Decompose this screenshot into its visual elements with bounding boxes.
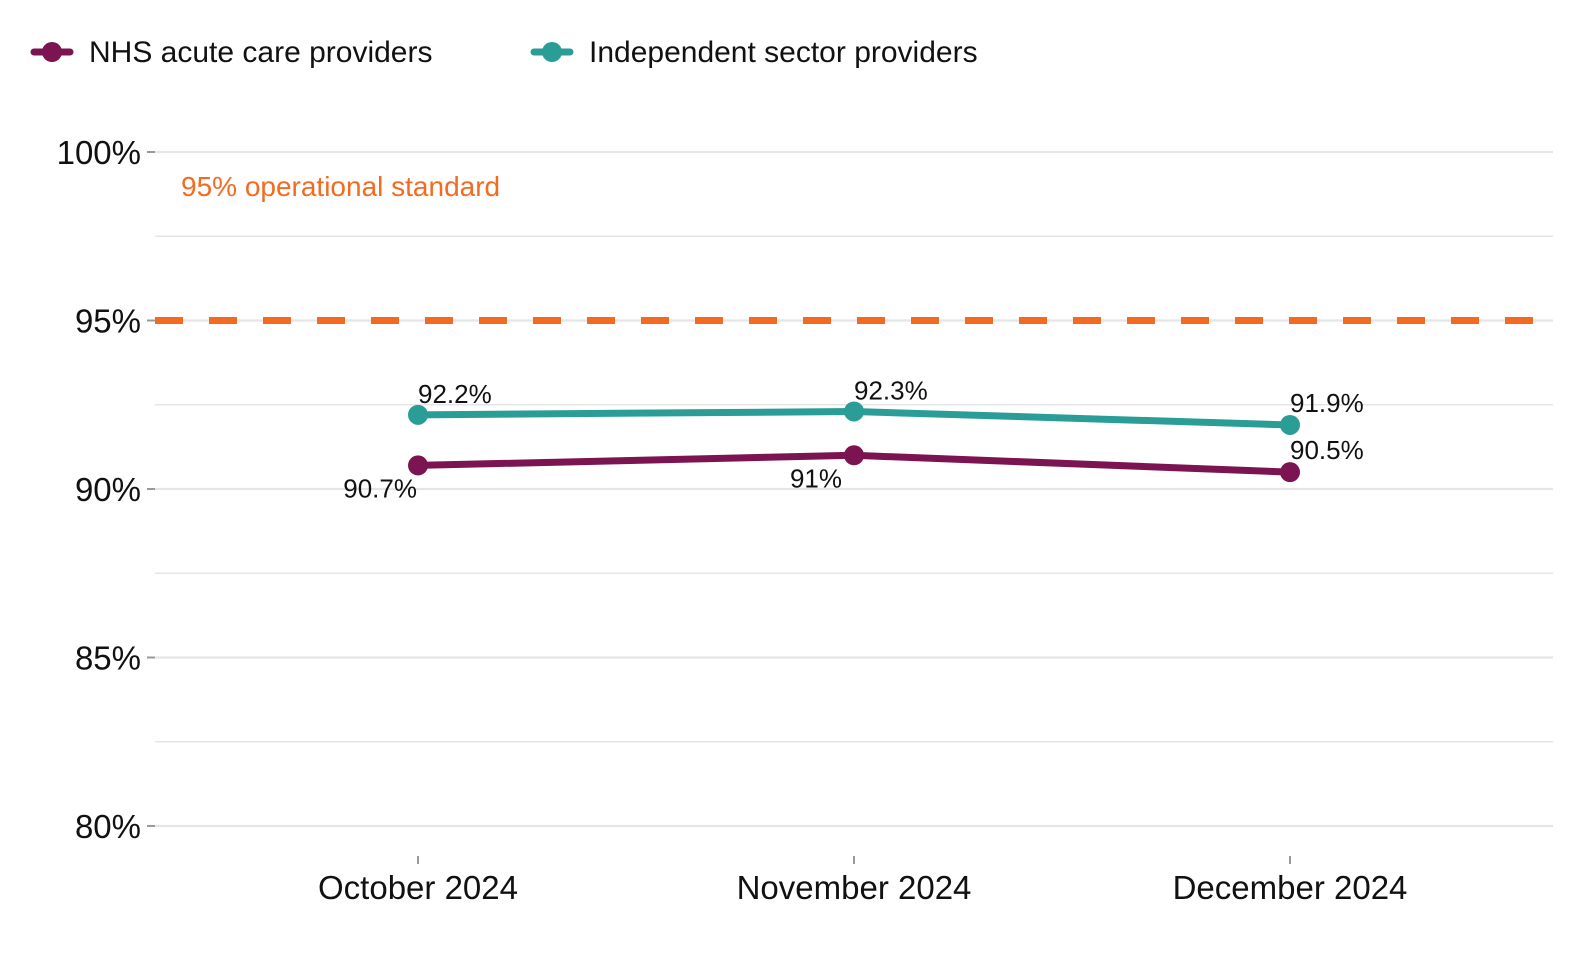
legend-swatch-point	[42, 42, 62, 62]
data-point	[844, 401, 864, 422]
legend-label: Independent sector providers	[589, 36, 978, 69]
legend-label: NHS acute care providers	[89, 36, 432, 69]
x-tick-label: December 2024	[1173, 869, 1408, 906]
data-point	[1280, 414, 1300, 435]
series-layer	[408, 401, 1300, 483]
y-tick-label: 100%	[57, 134, 141, 171]
data-point	[408, 404, 428, 425]
legend-item-0: NHS acute care providers	[30, 36, 432, 69]
legend: NHS acute care providers Independent sect…	[30, 36, 978, 69]
reference-line-group: 95% operational standard	[155, 171, 1553, 324]
x-axis: October 2024 November 2024 December 2024	[318, 856, 1407, 906]
x-tick-label: October 2024	[318, 869, 518, 906]
data-point	[408, 455, 428, 476]
legend-swatch-point	[542, 42, 562, 62]
y-tick-label: 95%	[75, 303, 141, 340]
x-tick-label: November 2024	[737, 869, 972, 906]
data-labels: 90.7% 91% 90.5% 92.2% 92.3% 91.9%	[343, 375, 1363, 503]
data-label: 91.9%	[1290, 388, 1364, 418]
data-label: 90.5%	[1290, 435, 1364, 465]
data-label: 92.3%	[854, 375, 928, 405]
data-label: 92.2%	[418, 379, 492, 409]
data-label: 91%	[790, 463, 842, 493]
y-tick-label: 90%	[75, 471, 141, 508]
legend-item-1: Independent sector providers	[530, 36, 978, 69]
data-point	[844, 445, 864, 466]
data-point	[1280, 462, 1300, 483]
y-tick-label: 85%	[75, 640, 141, 677]
data-label: 90.7%	[343, 473, 417, 503]
gridlines	[155, 150, 1553, 828]
operational-standard-label: 95% operational standard	[181, 171, 500, 202]
y-axis: 80% 85% 90% 95% 100%	[57, 134, 155, 845]
y-tick-label: 80%	[75, 808, 141, 845]
